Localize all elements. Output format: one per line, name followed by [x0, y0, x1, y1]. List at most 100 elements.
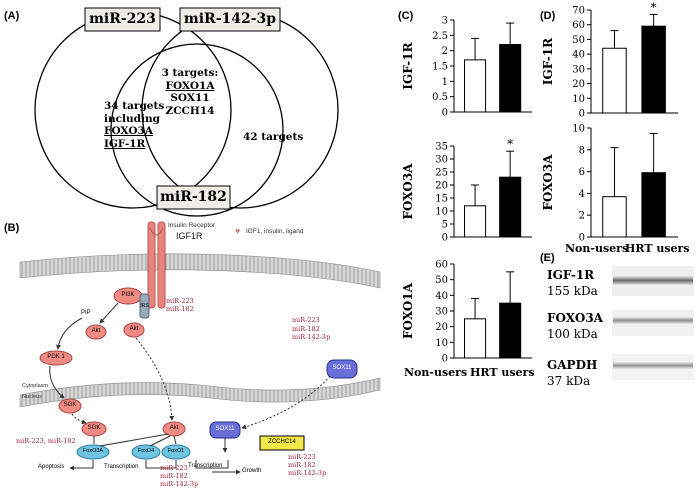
chart1-tick-label: 30	[435, 155, 448, 166]
blot-row-gapdh-name: GAPDH	[547, 358, 598, 372]
chart0-tick-label: 1.5	[432, 62, 448, 73]
chart4-tick-label: 8	[579, 145, 585, 156]
venn-set-label-box-mir142	[179, 7, 281, 32]
chart1-tick-label: 15	[435, 194, 448, 205]
venn-set-label-box-mir223	[84, 7, 161, 32]
chart3-tick-label: 0	[579, 109, 585, 120]
mir-sox-3: miR-142-3p	[292, 333, 331, 341]
node-irs-label: IRS	[140, 303, 149, 309]
arrow-pdk-sgk	[49, 365, 65, 399]
chart3-tick-label: 60	[572, 20, 585, 31]
arrow-akt-nuclear	[135, 337, 175, 421]
chart0-tick-label: 1	[442, 77, 448, 88]
mir-sox-annotation: miR-223 miR-182 miR-142-3p	[292, 316, 330, 342]
panel-d-xlabel-nonusers: Non-users	[565, 242, 629, 255]
arrow-pi3k-akt	[99, 302, 119, 324]
chart1-tick-label: 35	[435, 142, 448, 153]
mir-receptor-1: miR-223	[166, 297, 194, 305]
node-zcchc14	[259, 435, 305, 451]
insulin-receptor-shape	[147, 221, 166, 309]
node-foxo3a	[76, 444, 110, 460]
nuclear-membrane	[19, 377, 381, 408]
node-sox11-label: SOX11	[332, 365, 352, 371]
blot-foxo3a	[612, 310, 694, 336]
bracket-transcription	[145, 460, 229, 469]
node-akt1-label: Akt	[91, 328, 101, 334]
mir-akt-2: miR-182	[160, 472, 188, 480]
chart4-tick-label: 4	[579, 189, 585, 200]
outcome-transcription-1: Transcription	[104, 464, 139, 470]
chart0-tick-label: 2.5	[432, 31, 448, 42]
node-pdk1	[39, 350, 73, 366]
venn-set-label-mir223: miR-223	[89, 11, 156, 27]
pip-label: PIP	[81, 310, 91, 316]
mir-receptor-2: miR-182	[166, 305, 194, 313]
chart0-ylabel: IGF-1R	[401, 41, 415, 89]
venn-left-target-igf1r: IGF-1R	[104, 137, 146, 150]
chart2-tick-label: 0	[442, 354, 448, 365]
node-foxo3a-label: FoxO3A	[82, 448, 104, 454]
outcome-transcription-2: Transcription	[188, 463, 223, 469]
blot-row-foxo3a-name: FOXO3A	[547, 311, 603, 325]
mir-receptor-annotation: miR-223 miR-182	[166, 297, 194, 313]
node-foxo1	[161, 444, 191, 460]
blot-igf1r	[612, 266, 694, 296]
mir-zcchc-2: miR-182	[288, 461, 316, 469]
node-irs	[139, 293, 150, 319]
node-sgk2-label: SGK	[87, 425, 101, 431]
arrow-sgk-nuclear	[71, 413, 87, 425]
node-foxo1-label: FoxO1	[167, 448, 185, 454]
node-akt2	[123, 322, 145, 338]
venn-left-target-foxo3a: FOXO3A	[104, 125, 153, 137]
chart1-tick-label: 10	[435, 207, 448, 218]
panel-e-label: (E)	[540, 252, 555, 264]
panel-a-label: (A)	[4, 10, 20, 22]
node-foxo4-label: FoxO4	[137, 448, 155, 454]
chart3-tick-label: 40	[572, 50, 585, 61]
panel-c-xlabel-hrt: HRT users	[470, 366, 535, 379]
venn-set-label-box-mir182	[156, 185, 231, 210]
chart3-tick-label: 70	[572, 6, 585, 17]
chart3-ylabel: IGF-1R	[541, 37, 555, 85]
venn-set-label-mir142: miR-142-3p	[183, 11, 277, 27]
arrow-pip-pdk	[55, 317, 83, 350]
outcome-growth: Growth	[242, 468, 262, 474]
blot-row-igf1r-size: 155 kDa	[547, 284, 598, 298]
mir-akt-3: miR-142-3p	[160, 480, 199, 488]
mir-sgk-annotation: miR-223, miR-182	[16, 437, 76, 445]
nucleus-label: Nucleus	[22, 394, 42, 400]
chart1-significance-star: *	[507, 137, 513, 151]
receptor-caption: Insulin Receptor	[168, 222, 215, 229]
chart2-tick-label: 40	[435, 291, 448, 302]
venn-center-title: 3 targets:	[161, 67, 219, 79]
chart4-tick-label: 2	[579, 211, 585, 222]
chart1-ylabel: FOXO3A	[401, 163, 415, 220]
node-pdk1-label: PDK 1	[47, 354, 65, 360]
mir-sox-2: miR-182	[292, 324, 320, 333]
node-sgk1	[58, 398, 82, 414]
chart1-tick-label: 20	[435, 181, 448, 192]
mir-akt-1: miR-223	[160, 464, 188, 472]
outcome-apoptosis: Apoptosis	[38, 464, 65, 470]
blot-row-gapdh-size: 37 kDa	[547, 374, 591, 388]
node-pi3k-label: PI3K	[121, 292, 135, 298]
bracket-apoptosis	[69, 460, 94, 471]
venn-center-region: 3 targets: FOXO1A SOX11 ZCCH14	[150, 67, 230, 117]
cytoplasm-label: Cytoplasm	[22, 383, 48, 389]
chart3-tick-label: 10	[572, 94, 585, 105]
mir-zcchc-1: miR-223	[288, 453, 316, 461]
panel-c-xlabel-nonusers: Non-users	[404, 366, 468, 379]
node-sgk1-label: SGK	[63, 402, 77, 408]
venn-center-target-zcch14: ZCCH14	[165, 104, 215, 117]
venn-left-overlap-region: 34 targets including FOXO3A IGF-1R	[104, 100, 176, 150]
chart3-significance-star: *	[651, 0, 657, 14]
chart0-tick-label: 0.5	[432, 92, 448, 103]
blot-row-foxo3a-size: 100 kDa	[547, 327, 598, 341]
chart3-tick-label: 50	[572, 35, 585, 46]
ligand-icon: ♥	[235, 226, 241, 236]
chart4-tick-label: 6	[579, 167, 585, 178]
